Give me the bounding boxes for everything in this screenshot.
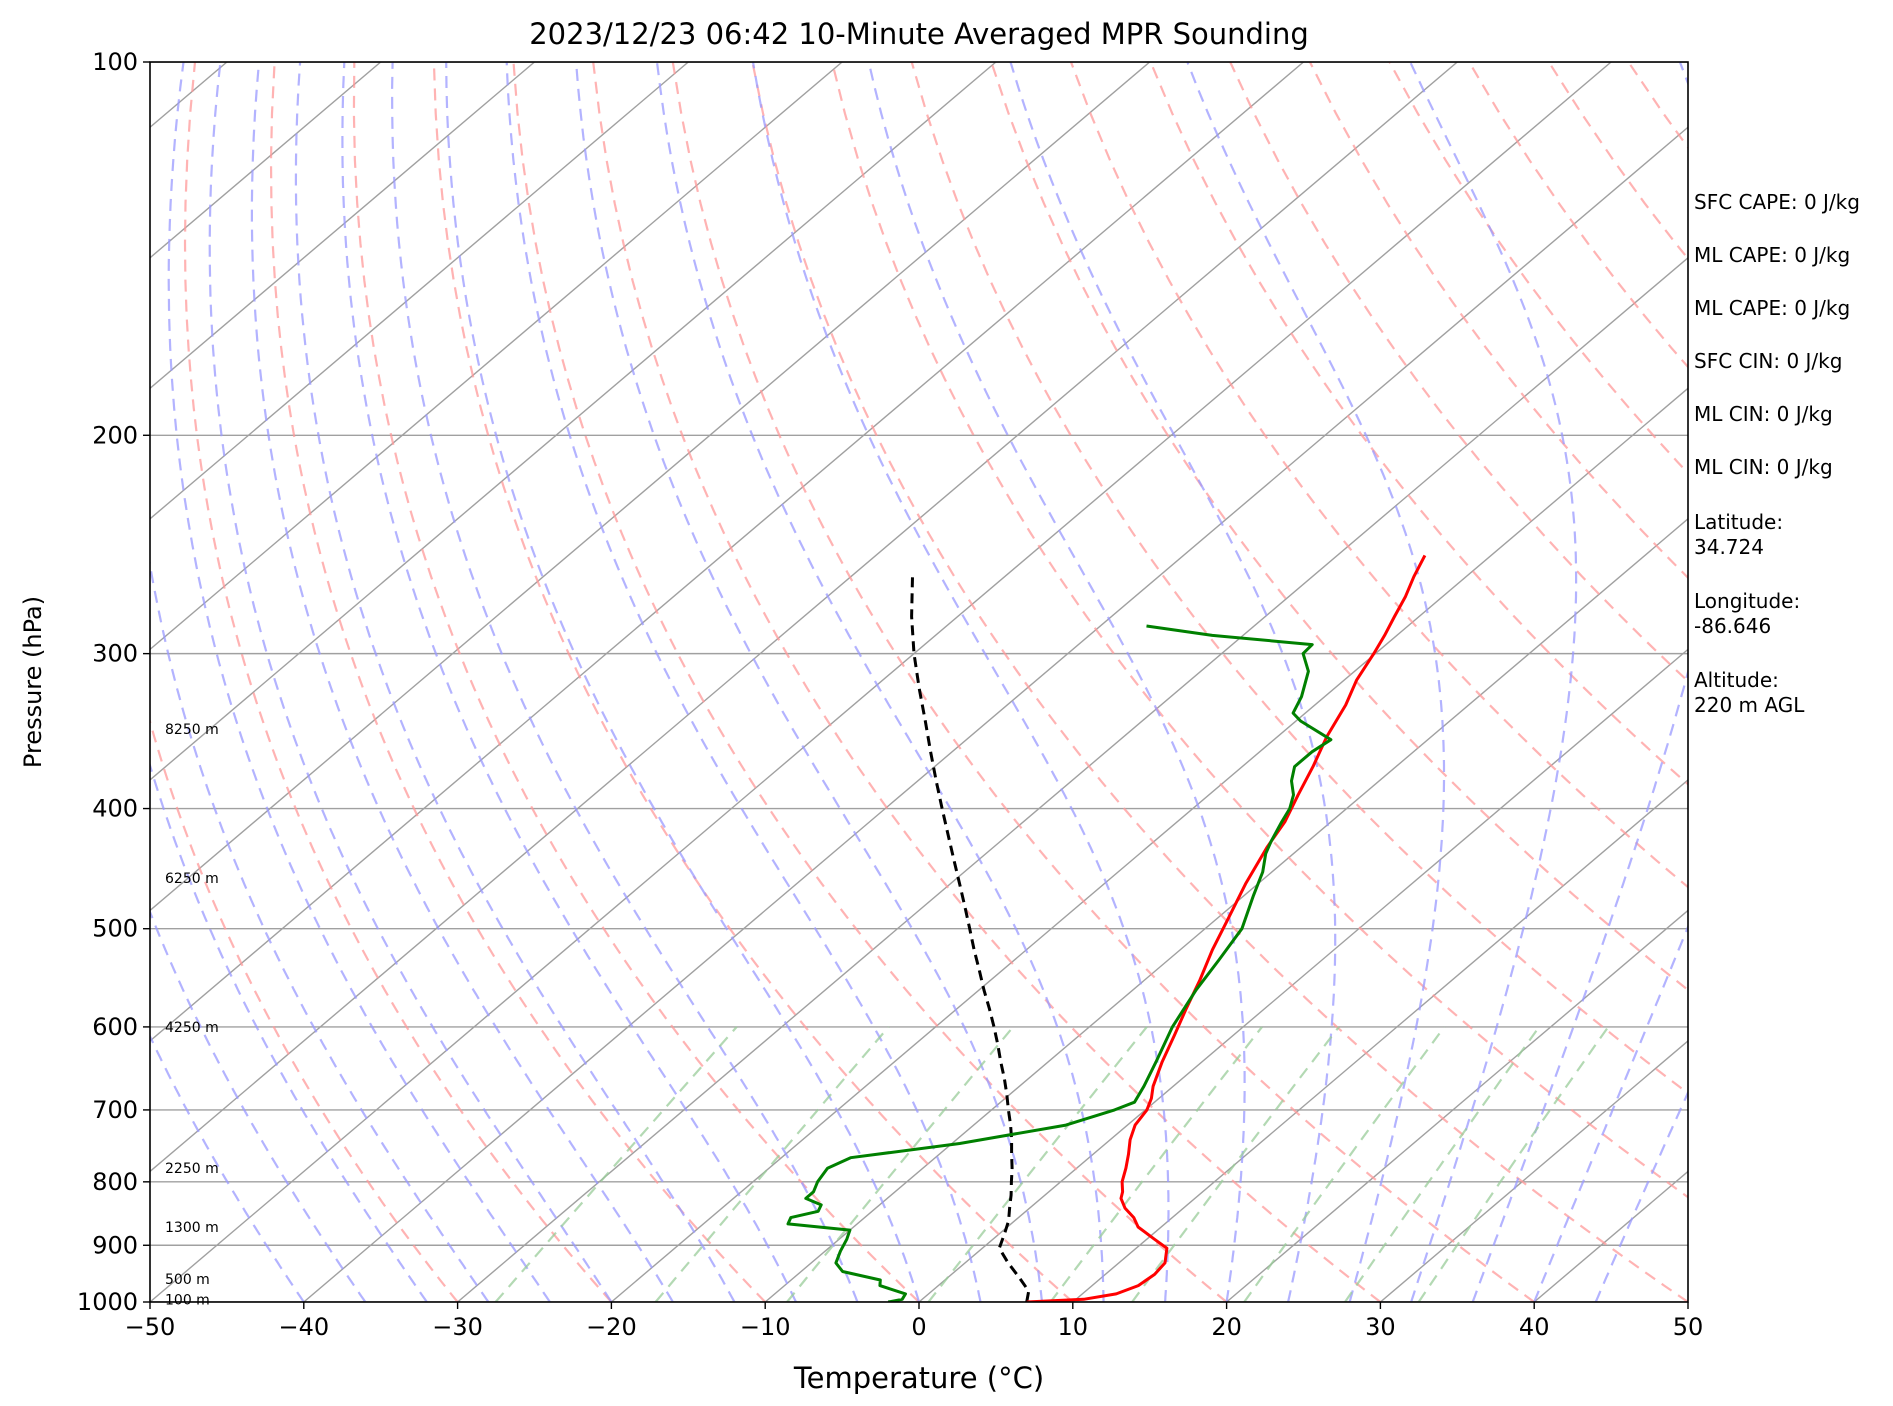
mixing-ratio-line — [654, 1026, 890, 1302]
x-tick-label: 10 — [1058, 1313, 1089, 1341]
moist-adiabat — [1533, 924, 1688, 1302]
isotherm-line — [150, 62, 689, 520]
moist-adiabat — [294, 62, 736, 1302]
y-tick-label: 100 — [92, 48, 138, 76]
moist-adiabat — [250, 62, 674, 1302]
x-tick-label: −40 — [278, 1313, 329, 1341]
mixing-ratio-line — [1417, 1026, 1610, 1302]
x-tick-label: 50 — [1673, 1313, 1704, 1341]
moist-adiabat — [575, 62, 1044, 1302]
x-tick-label: 20 — [1211, 1313, 1242, 1341]
moist-adiabat — [655, 62, 1105, 1302]
dry-adiabat — [432, 62, 1074, 1302]
y-axis-label: Pressure (hPa) — [19, 596, 47, 768]
chart-title: 2023/12/23 06:42 10-Minute Averaged MPR … — [529, 17, 1309, 51]
moist-adiabat — [1471, 62, 1688, 1302]
moist-adiabat — [505, 62, 982, 1302]
dry-adiabat — [352, 62, 920, 1302]
moist-adiabat — [150, 909, 367, 1302]
series-lines — [786, 554, 1427, 1302]
x-tick-label: 30 — [1365, 1313, 1396, 1341]
dry-adiabat — [150, 717, 459, 1302]
y-tick-label: 300 — [92, 640, 138, 668]
moist-adiabat — [150, 1033, 305, 1302]
x-tick-label: 40 — [1519, 1313, 1550, 1341]
y-tick-label: 1000 — [77, 1288, 138, 1316]
moist-adiabat — [1186, 62, 1446, 1302]
moist-adiabat — [150, 761, 428, 1302]
annotation-text: Longitude: -86.646 — [1694, 589, 1801, 638]
dry-adiabat — [512, 62, 1228, 1302]
temperature-profile-line — [1026, 554, 1427, 1302]
moist-adiabat — [167, 62, 551, 1302]
moist-adiabat — [751, 62, 1170, 1302]
x-tick-label: 0 — [911, 1313, 926, 1341]
moist-adiabat — [867, 62, 1246, 1302]
isotherm-line — [150, 62, 535, 390]
annotation-text: SFC CAPE: 0 J/kg — [1694, 190, 1860, 214]
isotherm-line — [303, 126, 1688, 1302]
annotation-text: ML CAPE: 0 J/kg — [1694, 296, 1851, 320]
background-lines — [150, 62, 1688, 1302]
x-tick-label: −10 — [740, 1313, 791, 1341]
isotherm-line — [764, 517, 1688, 1302]
isotherm-line — [1072, 778, 1688, 1302]
moist-adiabat — [390, 62, 859, 1302]
isotherm-line — [1379, 1040, 1688, 1302]
isotherm-line — [1226, 909, 1688, 1302]
height-label: 8250 m — [165, 722, 219, 738]
y-tick-label: 200 — [92, 421, 138, 449]
mixing-ratio-line — [494, 1026, 738, 1302]
x-axis-label: Temperature (°C) — [793, 1361, 1044, 1395]
isotherm-line — [150, 62, 1151, 912]
isotherm-line — [150, 62, 997, 781]
dry-adiabat — [751, 62, 1688, 1302]
y-tick-label: 900 — [92, 1231, 138, 1259]
isotherm-line — [457, 256, 1688, 1302]
x-axis: −50 −40 −30 −20 −10 0 10 20 30 40 50 — [125, 1302, 1704, 1341]
height-label: 1300 m — [165, 1220, 219, 1236]
y-axis: 100 200 300 400 500 600 700 800 900 1000 — [77, 48, 150, 1316]
height-label: 2250 m — [165, 1161, 219, 1177]
mixing-ratio-line — [1344, 1026, 1540, 1302]
height-label: 4250 m — [165, 1020, 219, 1036]
annotation-text: SFC CIN: 0 J/kg — [1694, 349, 1843, 373]
moist-adiabat — [1409, 62, 1578, 1302]
annotation-text: Altitude: 220 m AGL — [1694, 668, 1805, 717]
isotherm-line — [150, 62, 1458, 1173]
y-tick-label: 700 — [92, 1096, 138, 1124]
annotation-text: ML CIN: 0 J/kg — [1694, 402, 1833, 426]
isotherm-line — [610, 387, 1688, 1302]
mixing-ratio-line — [1131, 1026, 1340, 1302]
y-tick-label: 800 — [92, 1168, 138, 1196]
y-tick-label: 600 — [92, 1013, 138, 1041]
mixing-ratio-line — [1243, 1026, 1446, 1302]
x-tick-label: −30 — [432, 1313, 483, 1341]
dewpoint-profile-line — [786, 624, 1333, 1302]
moist-adiabat — [445, 62, 921, 1302]
height-label: 500 m — [165, 1272, 210, 1288]
dry-adiabat — [671, 62, 1535, 1302]
height-label: 6250 m — [165, 871, 219, 887]
x-tick-label: −50 — [125, 1313, 176, 1341]
y-tick-label: 500 — [92, 915, 138, 943]
isotherm-line — [150, 62, 1612, 1302]
annotation-text: Latitude: 34.724 — [1694, 510, 1784, 559]
height-label: 100 m — [165, 1292, 210, 1308]
isotherm-line — [150, 62, 843, 651]
x-tick-label: −20 — [586, 1313, 637, 1341]
annotation-text: ML CIN: 0 J/kg — [1694, 455, 1833, 479]
height-labels: 8250 m 6250 m 4250 m 2250 m 1300 m 500 m 100 m — [165, 722, 219, 1308]
moist-adiabat — [341, 62, 797, 1302]
moist-adiabat — [208, 62, 613, 1302]
isotherm-line — [150, 62, 1304, 1042]
mixing-ratio-line — [1049, 1026, 1263, 1302]
annotation-text: ML CAPE: 0 J/kg — [1694, 243, 1851, 267]
y-tick-label: 400 — [92, 795, 138, 823]
mixing-ratio-line — [927, 1026, 1148, 1302]
mixing-ratio-line — [786, 1026, 1014, 1302]
moist-adiabat — [150, 558, 490, 1302]
